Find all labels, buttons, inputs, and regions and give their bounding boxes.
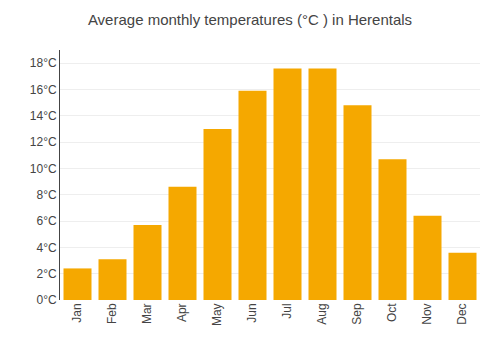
svg-text:Nov: Nov <box>420 303 434 324</box>
svg-text:12°C: 12°C <box>30 135 57 149</box>
svg-text:Mar: Mar <box>140 303 154 324</box>
svg-text:14°C: 14°C <box>30 109 57 123</box>
svg-text:16°C: 16°C <box>30 83 57 97</box>
svg-text:Jan: Jan <box>70 303 84 322</box>
svg-text:2°C: 2°C <box>36 267 56 281</box>
svg-text:6°C: 6°C <box>36 214 56 228</box>
svg-text:Feb: Feb <box>105 303 119 324</box>
svg-text:Average monthly temperatures (: Average monthly temperatures (°C ) in He… <box>88 11 412 28</box>
svg-text:Jun: Jun <box>245 303 259 322</box>
svg-text:Jul: Jul <box>280 303 294 318</box>
svg-text:May: May <box>210 303 224 326</box>
svg-text:18°C: 18°C <box>30 56 57 70</box>
svg-text:Apr: Apr <box>175 303 189 322</box>
svg-text:Aug: Aug <box>315 303 329 324</box>
svg-text:Dec: Dec <box>455 303 469 324</box>
svg-text:4°C: 4°C <box>36 241 56 255</box>
svg-text:10°C: 10°C <box>30 162 57 176</box>
svg-text:Oct: Oct <box>385 303 399 322</box>
svg-text:0°C: 0°C <box>36 293 56 307</box>
svg-text:8°C: 8°C <box>36 188 56 202</box>
svg-text:Sep: Sep <box>350 303 364 325</box>
